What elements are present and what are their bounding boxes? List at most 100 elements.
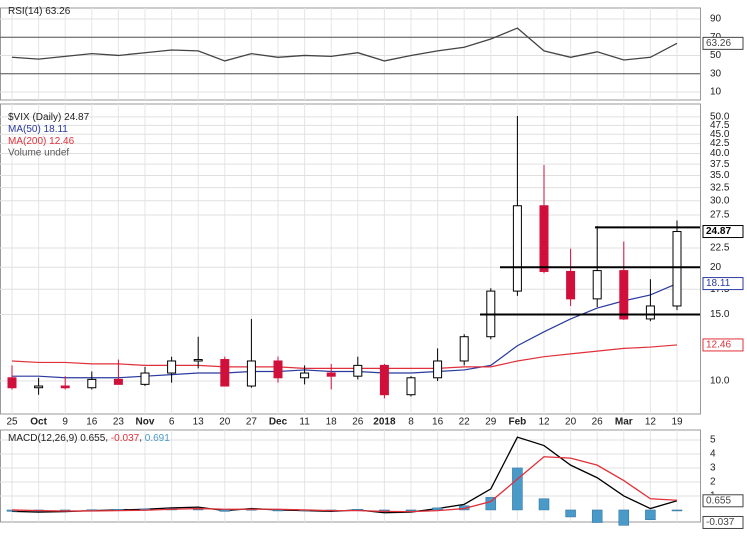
last-value-label: 63.26 — [706, 38, 731, 49]
candle-body — [167, 360, 177, 374]
histogram-bar — [618, 509, 630, 526]
x-tick-label: 29 — [485, 417, 497, 428]
last-value-box — [702, 338, 744, 352]
x-tick-label: 13 — [193, 417, 205, 428]
y-tick-label: 32.5 — [710, 182, 730, 193]
candle-body — [113, 378, 123, 385]
candle-body — [406, 377, 416, 396]
y-tick-label: 42.5 — [710, 138, 730, 149]
hist-last: -0.037 — [111, 433, 140, 444]
y-tick-label: 90 — [710, 14, 722, 25]
last-value-label: 12.46 — [706, 340, 731, 351]
y-tick-label: 50 — [710, 50, 722, 61]
candle-body — [592, 270, 602, 300]
candle-body — [619, 270, 629, 320]
x-tick-label: Feb — [509, 417, 527, 428]
histogram-bar — [565, 509, 576, 518]
candle-body — [566, 270, 576, 300]
histogram-bar — [219, 509, 231, 512]
candle-body — [326, 372, 336, 377]
y-tick-label: 22.5 — [710, 243, 730, 254]
rsi-title: RSI(14) — [8, 6, 42, 17]
x-tick-label: 11 — [299, 417, 310, 428]
candle-body — [273, 360, 283, 379]
y-tick-label: 27.5 — [710, 210, 730, 221]
ma200-legend: MA(200) 12.46 — [8, 136, 75, 147]
last-value-box — [702, 494, 744, 508]
candle-body — [193, 359, 203, 362]
ma50-name: MA(50) — [8, 124, 41, 135]
last-value-label: 18.11 — [706, 278, 731, 289]
histogram-bar — [538, 498, 550, 511]
x-tick-label: 9 — [62, 417, 68, 428]
y-tick-label: 4 — [710, 449, 716, 460]
y-tick-label: 30.0 — [710, 195, 730, 206]
candle-body — [140, 372, 150, 385]
series-line — [11, 456, 678, 513]
candle-body — [459, 336, 469, 362]
ma50-legend: MA(50) 18.11 — [8, 124, 68, 135]
candle-body — [7, 377, 17, 389]
y-tick-label: 47.5 — [710, 120, 730, 131]
last-value-label: -0.037 — [706, 517, 735, 528]
ma200-last: 12.46 — [49, 136, 74, 147]
rsi-legend: RSI(14) 63.26 — [8, 6, 71, 17]
x-tick-label: Dec — [269, 417, 288, 428]
candle-body — [645, 305, 655, 320]
x-tick-label: 25 — [6, 417, 18, 428]
ma50-last: 18.11 — [44, 124, 69, 135]
x-tick-label: 20 — [219, 417, 231, 428]
volume-note: Volume undef — [8, 148, 69, 159]
x-tick-label: 12 — [645, 417, 657, 428]
candle-body — [246, 360, 256, 387]
x-tick-label: Mar — [615, 417, 633, 428]
candle-body — [87, 378, 97, 389]
x-tick-label: 26 — [592, 417, 604, 428]
price-legend: $VIX (Daily) 24.87 — [8, 112, 90, 123]
series-line — [11, 27, 678, 62]
x-tick-label: Oct — [30, 417, 47, 428]
signal-last: 0.691 — [145, 433, 170, 444]
histogram-bar — [645, 509, 656, 521]
y-tick-label: 10 — [710, 87, 722, 98]
candle-body — [34, 385, 44, 389]
y-tick-label: 2 — [710, 477, 716, 488]
x-tick-label: 22 — [459, 417, 471, 428]
y-tick-label: 20 — [710, 262, 722, 273]
x-tick-label: 27 — [246, 417, 258, 428]
panel-frame — [0, 429, 701, 523]
candle-body — [672, 231, 682, 307]
candle-body — [379, 364, 389, 396]
candle-body — [433, 360, 443, 379]
x-tick-label: Nov — [136, 417, 155, 428]
x-tick-label: 16 — [432, 417, 444, 428]
last-value-box — [702, 277, 744, 291]
y-tick-label: 45.0 — [710, 129, 730, 140]
histogram-bar — [272, 509, 284, 512]
macd-last: 0.655 — [80, 433, 105, 444]
x-tick-label: 12 — [538, 417, 550, 428]
x-tick-label: 16 — [86, 417, 98, 428]
panel-frame — [0, 103, 701, 415]
x-tick-label: 6 — [169, 417, 175, 428]
candle-body — [300, 372, 310, 379]
histogram-bar — [432, 507, 443, 511]
x-tick-label: 8 — [408, 417, 414, 428]
price-last: 24.87 — [64, 112, 89, 123]
macd-title: MACD(12,26,9) — [8, 433, 77, 444]
candle-body — [512, 205, 522, 292]
panel-frame — [0, 7, 701, 101]
price-title: $VIX (Daily) — [8, 112, 61, 123]
last-value-label: 0.655 — [706, 495, 731, 506]
x-tick-label: 19 — [671, 417, 683, 428]
histogram-bar — [591, 509, 603, 523]
y-tick-label: 35.0 — [710, 170, 730, 181]
y-tick-label: 30 — [710, 68, 722, 79]
candle-body — [353, 364, 363, 377]
x-tick-label: 2018 — [373, 417, 396, 428]
candle-body — [60, 385, 70, 389]
y-tick-label: 40.0 — [710, 148, 730, 159]
macd-legend: MACD(12,26,9) 0.655, -0.037, 0.691 — [8, 433, 170, 444]
